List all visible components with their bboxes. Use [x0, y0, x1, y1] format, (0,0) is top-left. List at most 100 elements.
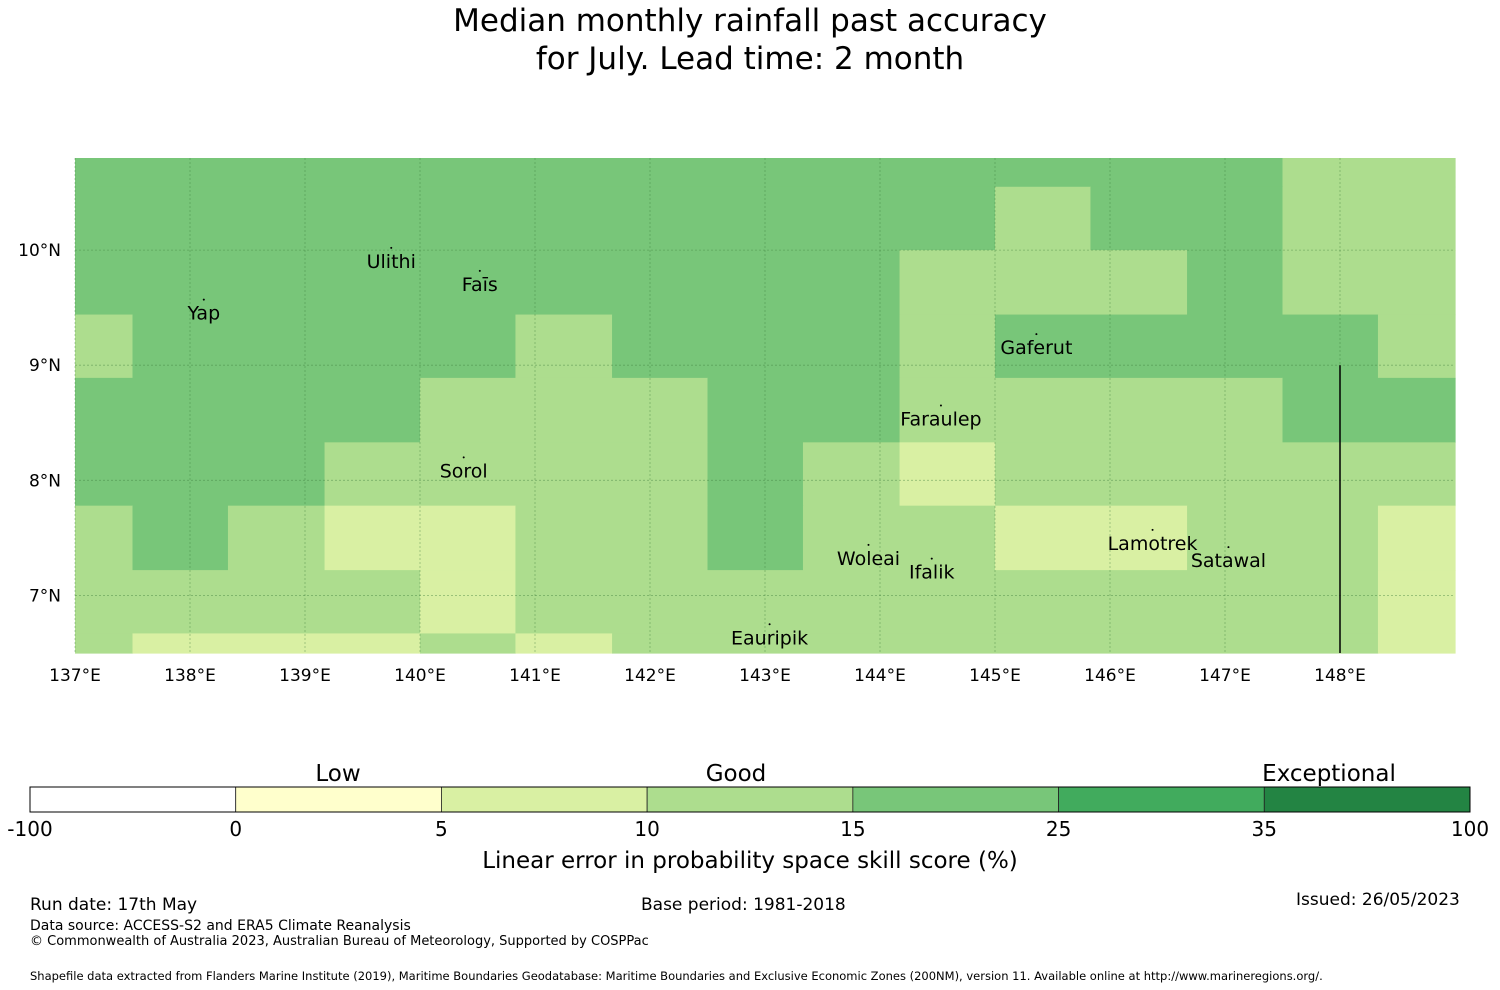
- grid-cell: [324, 505, 517, 571]
- colorbar-frame: [29, 786, 1471, 813]
- colorbar-category-label: Exceptional: [1262, 761, 1396, 787]
- grid-cell: [1377, 314, 1456, 379]
- island-marker: [1035, 333, 1038, 336]
- grid-cell: [707, 377, 901, 443]
- place-label: Yap: [186, 303, 220, 325]
- place-label: Eauripik: [731, 627, 808, 649]
- data-source: Data source: ACCESS-S2 and ERA5 Climate …: [30, 918, 411, 934]
- longitude-tick-label: 142°E: [624, 666, 676, 686]
- island-marker: [1227, 546, 1230, 549]
- colorbar-category-label: Low: [315, 761, 360, 787]
- grid-cell: [707, 505, 804, 571]
- grid-cell: [1282, 377, 1456, 443]
- colorbar-bin: [235, 786, 442, 813]
- longitude-tick-label: 145°E: [969, 666, 1021, 686]
- grid-cell: [75, 505, 134, 571]
- grid-cell: [1282, 250, 1456, 316]
- grid-cell: [132, 314, 517, 379]
- grid-cell: [75, 442, 326, 507]
- latitude-ticks: 10°N 9°N 8°N 7°N: [18, 241, 61, 606]
- grid-cell: [995, 186, 1092, 251]
- grid-cell: [1377, 505, 1456, 571]
- colorbar-bin: [1263, 786, 1471, 813]
- grid-cell: [1187, 505, 1379, 571]
- grid-cell: [1090, 186, 1284, 251]
- colorbar-tick-label: -100: [7, 817, 52, 841]
- grid-cell: [132, 505, 229, 571]
- grid-cell: [75, 250, 901, 316]
- grid-cell: [1377, 633, 1456, 654]
- grid-cell: [75, 377, 421, 443]
- grid-cell: [802, 505, 996, 571]
- grid-cell: [132, 633, 421, 654]
- place-label: Woleai: [837, 548, 900, 570]
- longitude-tick-label: 138°E: [164, 666, 216, 686]
- run-date: Run date: 17th May: [30, 895, 198, 915]
- colorbar-axis-label: Linear error in probability space skill …: [482, 848, 1018, 874]
- grid-cell: [75, 633, 134, 654]
- colorbar-tick-label: 35: [1252, 817, 1277, 841]
- island-marker: [478, 269, 481, 272]
- island-marker: [390, 246, 393, 249]
- grid-cell: [75, 570, 421, 635]
- longitude-tick-label: 143°E: [739, 666, 791, 686]
- base-period: Base period: 1981-2018: [641, 895, 846, 915]
- longitude-tick-label: 146°E: [1084, 666, 1136, 686]
- grid-cell: [995, 314, 1379, 379]
- place-label: Faraulep: [900, 409, 981, 431]
- grid-cell: [420, 633, 517, 654]
- island-marker: [768, 623, 771, 626]
- grid-cell: [995, 442, 1456, 507]
- grid-cell: [515, 314, 613, 379]
- grid-cell: [612, 314, 901, 379]
- grid-cell: [899, 442, 996, 507]
- colorbar-tick-label: 10: [634, 817, 659, 841]
- colorbar-tick-label: 25: [1046, 817, 1071, 841]
- grid-cell: [899, 377, 1284, 443]
- place-label: Satawal: [1191, 550, 1266, 572]
- grid-cell: [324, 442, 709, 507]
- grid-cell: [802, 442, 901, 507]
- longitude-tick-label: 140°E: [394, 666, 446, 686]
- place-label: Gaferut: [1000, 337, 1072, 359]
- colorbar-bin: [646, 786, 854, 813]
- map-title-line-2: for July. Lead time: 2 month: [535, 41, 965, 77]
- grid-cell: [707, 442, 804, 507]
- place-label: Faīs: [462, 274, 498, 296]
- longitude-tick-label: 147°E: [1199, 666, 1251, 686]
- place-label: Ulithi: [367, 251, 416, 273]
- longitude-tick-label: 137°E: [49, 666, 101, 686]
- latitude-tick-label: 8°N: [29, 471, 61, 491]
- island-marker: [202, 298, 205, 301]
- colorbar-legend: -100 0 5 10 15 25 35 100 Low Good Exceptional Linea…: [7, 761, 1489, 874]
- place-label: Ifalik: [909, 562, 955, 584]
- grid-cell: [227, 505, 326, 571]
- island-marker: [930, 557, 933, 560]
- colorbar-bin: [1058, 786, 1265, 813]
- grid-cell: [420, 377, 709, 443]
- longitude-tick-label: 139°E: [279, 666, 331, 686]
- shapefile-credit: Shapefile data extracted from Flanders M…: [30, 969, 1323, 983]
- colorbar-tick-label: 5: [435, 817, 448, 841]
- grid-cell: [899, 314, 996, 379]
- issued-date: Issued: 26/05/2023: [1296, 890, 1460, 910]
- place-label: Lamotrek: [1108, 533, 1198, 555]
- island-marker: [939, 404, 942, 407]
- grid-cell: [1377, 570, 1456, 635]
- graticule-lines: [74, 158, 1455, 653]
- longitude-tick-label: 144°E: [854, 666, 906, 686]
- place-label: Sorol: [440, 460, 488, 482]
- island-marker: [1151, 528, 1154, 531]
- skill-grid-cells: [75, 158, 1456, 654]
- grid-cell: [1282, 158, 1456, 188]
- island-marker: [462, 456, 465, 459]
- colorbar-tick-label: 15: [840, 817, 865, 841]
- grid-cell: [612, 633, 1379, 654]
- grid-cell: [1187, 250, 1284, 316]
- grid-cell: [75, 314, 134, 379]
- colorbar-tick-label: 100: [1451, 817, 1489, 841]
- grid-cell: [515, 505, 709, 571]
- latitude-tick-label: 9°N: [29, 356, 61, 376]
- grid-cell: [1282, 186, 1456, 251]
